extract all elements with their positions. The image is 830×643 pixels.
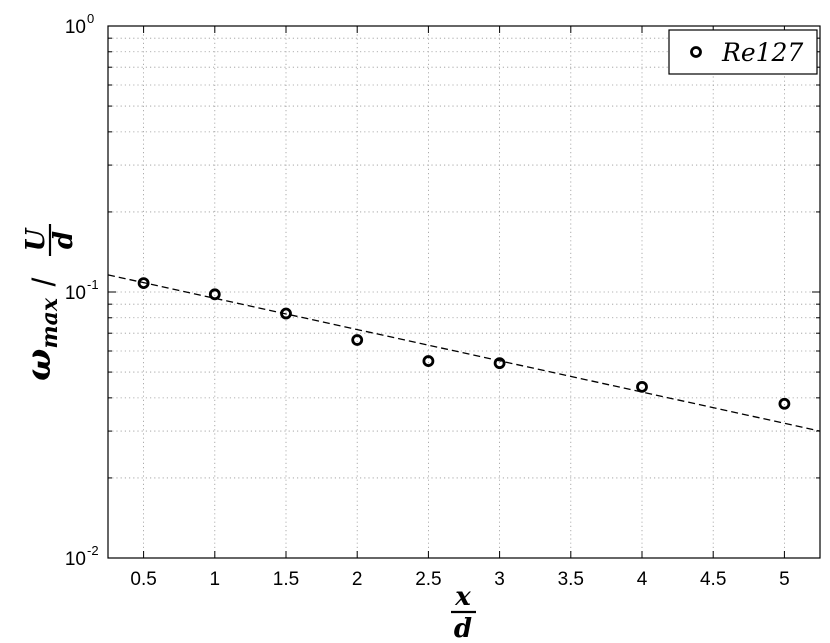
x-label-denominator: d <box>454 614 472 643</box>
y-label-omega-max: ωmax <box>19 297 63 381</box>
data-point <box>208 288 221 301</box>
x-tick-label: 2 <box>352 569 363 590</box>
grid <box>108 26 820 559</box>
x-tick-label: 3.5 <box>558 569 584 590</box>
y-tick-label-exponent: -2 <box>87 543 99 558</box>
y-tick-label: 10 <box>65 283 86 304</box>
y-label-numerator: U <box>21 227 51 251</box>
x-label-numerator: x <box>454 582 471 612</box>
legend-marker <box>690 46 702 58</box>
data-point <box>351 334 364 346</box>
data-point <box>137 277 150 290</box>
x-tick-label: 1 <box>210 569 221 590</box>
data-point <box>280 307 292 320</box>
x-axis-label: x d <box>451 582 476 643</box>
y-label-subscript: max <box>37 297 63 349</box>
x-tick-label: 2.5 <box>415 569 441 590</box>
data-point <box>636 380 648 393</box>
x-tick-label: 4 <box>637 569 648 590</box>
y-label-symbol: ω <box>19 349 59 381</box>
legend: Re127 <box>668 29 818 75</box>
data-point <box>778 397 791 410</box>
x-tick-label: 0.5 <box>130 569 156 590</box>
x-tick-label: 1.5 <box>273 569 299 590</box>
y-tick-label-exponent: 0 <box>87 11 94 26</box>
fit-line-layer <box>107 274 821 432</box>
x-tick-label: 3 <box>494 569 505 590</box>
legend-box <box>668 29 818 75</box>
y-label-denominator: d <box>49 231 79 249</box>
x-tick-label: 5 <box>779 569 790 590</box>
y-tick-label: 10 <box>65 549 86 570</box>
data-point <box>493 357 506 370</box>
data-point <box>422 355 435 367</box>
legend-label: Re127 <box>721 38 803 67</box>
y-axis-label: ωmax / U d <box>19 224 79 381</box>
y-tick-label-exponent: -1 <box>87 277 99 292</box>
fit-line <box>107 274 821 432</box>
x-tick-label: 4.5 <box>700 569 726 590</box>
data-points-layer <box>137 277 791 410</box>
y-tick-label: 10 <box>65 17 86 38</box>
y-label-slash: / <box>26 277 62 286</box>
